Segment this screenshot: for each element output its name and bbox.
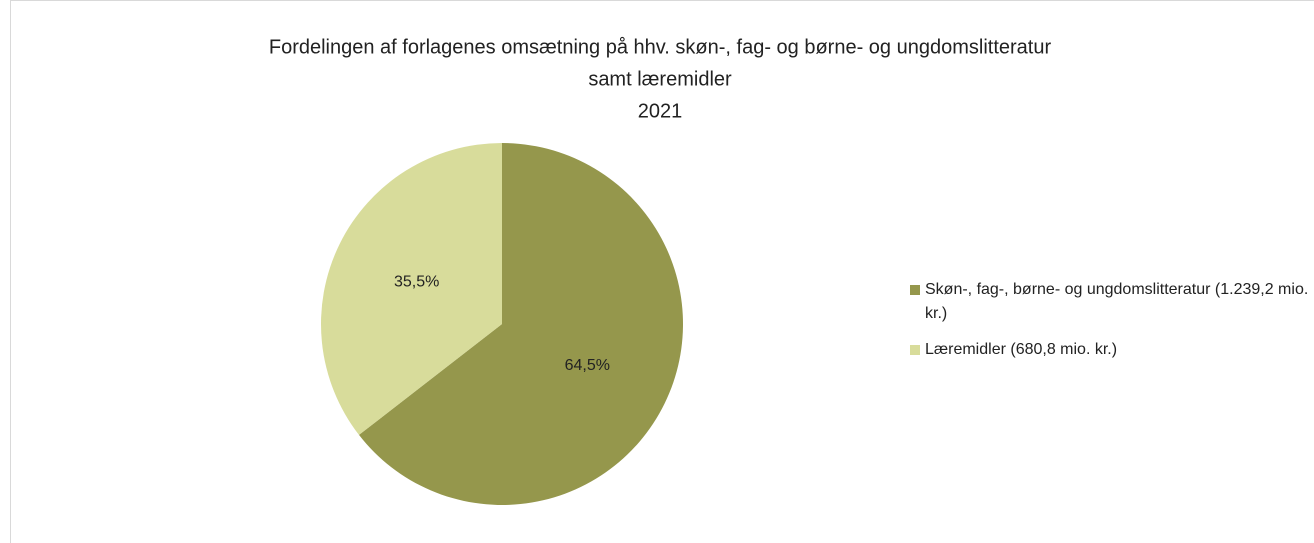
data-label: 35,5%	[394, 273, 439, 290]
legend-label: Læremidler (680,8 mio. kr.)	[925, 341, 1118, 358]
legend-swatch	[910, 285, 920, 295]
chart-border	[10, 0, 1314, 543]
pie-slice	[358, 143, 684, 505]
legend-label: Skøn-, fag-, børne- og ungdomslitteratur…	[925, 281, 1309, 322]
legend-item: Skøn-, fag-, børne- og ungdomslitteratur…	[910, 278, 1310, 326]
data-label: 64,5%	[565, 357, 610, 374]
pie-slice	[321, 143, 502, 435]
chart-title: 2021	[638, 100, 683, 122]
chart-title: samt læremidler	[588, 68, 732, 90]
legend: Skøn-, fag-, børne- og ungdomslitteratur…	[910, 278, 1310, 374]
legend-item: Læremidler (680,8 mio. kr.)	[910, 338, 1310, 362]
chart-title: Fordelingen af forlagenes omsætning på h…	[269, 36, 1052, 58]
legend-swatch	[910, 345, 920, 355]
